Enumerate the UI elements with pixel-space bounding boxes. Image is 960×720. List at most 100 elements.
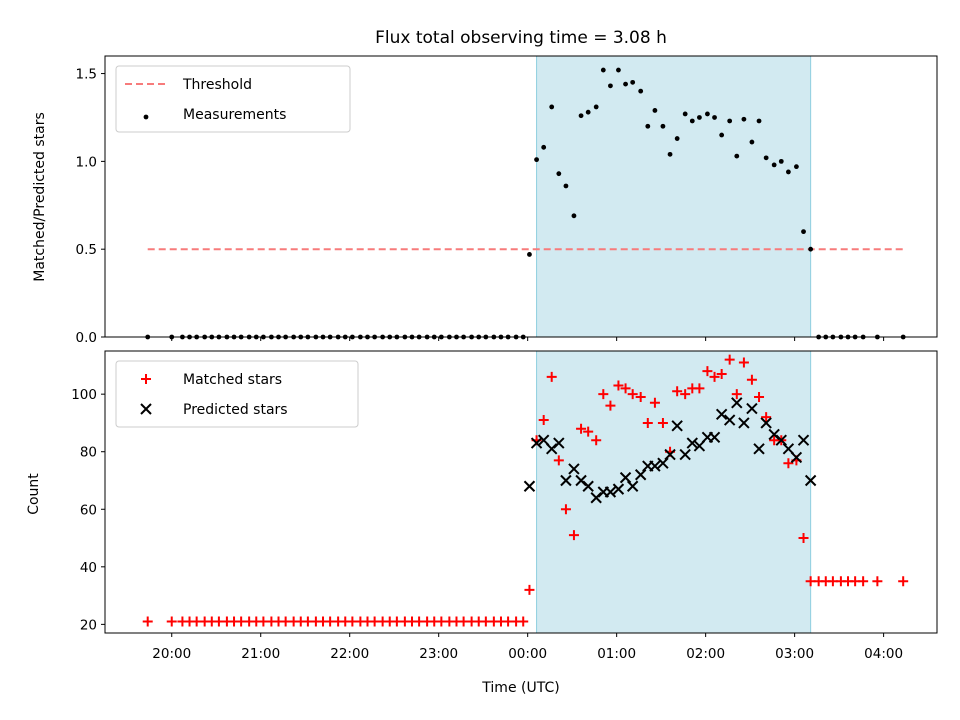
matched-star-point <box>613 380 624 391</box>
predicted-star-point <box>649 460 661 472</box>
measurement-point <box>763 155 769 161</box>
predicted-star-point <box>657 457 669 469</box>
axes-frame <box>104 350 938 634</box>
measurement-point <box>689 118 695 124</box>
matched-star-point <box>649 397 660 408</box>
matched-star-point <box>591 435 602 446</box>
y-tick-label: 1.5 <box>76 67 97 83</box>
measurement-point <box>563 183 569 189</box>
predicted-star-point <box>804 474 817 487</box>
x-tick-label: 22:00 <box>330 646 369 662</box>
predicted-star-point <box>790 451 803 464</box>
matched-star-point <box>642 417 653 428</box>
x-tick-label: 23:00 <box>419 646 458 662</box>
matched-star-point <box>166 616 177 627</box>
matched-star-point <box>598 389 609 400</box>
predicted-star-point <box>523 480 536 492</box>
predicted-star-point <box>560 474 572 487</box>
predicted-star-point <box>671 420 683 432</box>
measurement-point <box>645 123 651 129</box>
predicted-star-point <box>568 463 580 475</box>
predicted-star-point <box>746 402 758 415</box>
x-tick-label: 20:00 <box>152 646 191 662</box>
y-tick-label: 1.0 <box>76 154 97 170</box>
measurement-point <box>585 109 591 115</box>
measurement-point <box>630 79 636 85</box>
legend-measurement-swatch <box>143 114 149 120</box>
matched-star-point <box>724 354 735 365</box>
matched-star-point <box>538 415 549 426</box>
matched-star-point <box>702 366 713 377</box>
predicted-star-point <box>760 417 772 429</box>
x-tick-label: 01:00 <box>597 646 636 662</box>
legend-label: Threshold <box>182 77 252 93</box>
measurement-point <box>527 252 532 257</box>
x-tick-label: 03:00 <box>775 646 814 662</box>
chart-title: Flux total observing time = 3.08 h <box>375 28 667 48</box>
legend-predicted-swatch <box>140 403 152 415</box>
predicted-star-point <box>664 448 676 461</box>
measurement-point <box>593 104 599 110</box>
predicted-star-point <box>679 448 691 461</box>
y-tick-label: 80 <box>80 445 97 461</box>
y-tick-label: 60 <box>80 502 97 518</box>
measurement-point <box>697 115 702 120</box>
predicted-star-point <box>686 437 699 449</box>
matched-star-point <box>731 389 742 400</box>
matched-star-point <box>716 369 727 380</box>
matched-star-point <box>761 412 772 423</box>
matched-star-point <box>524 584 535 595</box>
measurement-point <box>578 113 584 119</box>
legend-matched-swatch <box>141 374 151 384</box>
y-tick-label: 40 <box>80 560 97 576</box>
predicted-star-point <box>797 434 810 446</box>
y-tick-label: 100 <box>71 387 97 403</box>
bottom-panel: 20 40 60 80 100 20:00 21:00 22:00 23:00 00:00 01:0… <box>71 350 938 662</box>
measurement-point <box>705 111 710 117</box>
measurement-point <box>623 81 628 87</box>
measurement-point <box>660 123 666 129</box>
bottom-y-axis-label: Count <box>26 473 42 515</box>
matched-star-point <box>576 423 587 434</box>
measurement-point <box>719 132 725 138</box>
matched-star-point <box>709 371 720 382</box>
measurement-point <box>741 116 747 122</box>
matched-star-point <box>568 530 579 541</box>
top-y-axis-label: Matched/Predicted stars <box>32 112 48 282</box>
measurement-point <box>682 111 688 117</box>
matched-star-point <box>694 383 705 394</box>
predicted-star-point <box>619 471 632 484</box>
measurement-point <box>541 144 547 150</box>
y-tick-label: 0.0 <box>76 330 97 346</box>
top-panel: 0.0 0.5 1.0 1.5 Threshold Measurements <box>76 55 938 346</box>
matched-star-point <box>783 458 794 469</box>
matched-star-point <box>583 426 594 437</box>
matched-star-point <box>605 400 616 411</box>
predicted-star-point <box>708 431 721 444</box>
matched-star-point <box>798 533 809 544</box>
measurement-point <box>667 151 673 157</box>
measurement-point <box>571 213 577 219</box>
measurement-point <box>616 67 621 73</box>
measurement-point <box>549 104 555 110</box>
observing-window-shade <box>536 350 812 634</box>
matched-star-point <box>872 576 883 587</box>
measurement-point <box>652 108 658 113</box>
measurement-point <box>727 118 733 124</box>
matched-star-point <box>738 357 749 368</box>
legend-box <box>115 65 351 133</box>
predicted-star-point <box>626 480 639 492</box>
matched-star-point <box>142 616 153 627</box>
legend-label: Measurements <box>183 107 286 123</box>
matched-star-point <box>680 389 691 400</box>
predicted-star-point <box>553 437 565 449</box>
measurement-point <box>808 246 814 252</box>
measurement-point <box>794 164 799 170</box>
predicted-star-point <box>634 469 647 481</box>
y-tick-label: 0.5 <box>76 242 97 258</box>
x-tick-label: 00:00 <box>508 646 547 662</box>
x-tick-label: 04:00 <box>864 646 903 662</box>
measurement-point <box>771 162 777 168</box>
measurement-point <box>785 169 791 175</box>
